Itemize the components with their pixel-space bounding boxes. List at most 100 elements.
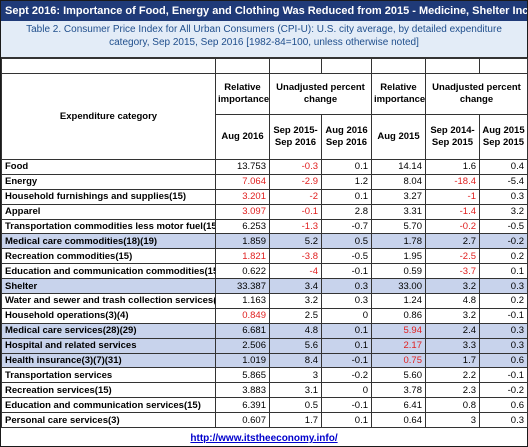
cell-change-aug15-sep15: 0.3 xyxy=(479,278,528,295)
cell-relative-importance-aug-2016: 5.865 xyxy=(215,367,270,384)
table-row: Household operations(3)(4) 0.849 2.5 0 0.86 3… xyxy=(1,307,528,324)
table-row: Recreation services(15) 3.883 3.1 0 3.78 2.3-… xyxy=(1,382,528,399)
cell-change-aug16-sep16: 0.3 xyxy=(321,293,372,309)
cell-change-sep15-sep16: -2.9 xyxy=(269,173,322,190)
cell-relative-importance-aug-2015: 0.59 xyxy=(371,263,426,280)
cell-relative-importance-aug-2015: 5.60 xyxy=(371,367,426,384)
header-blank xyxy=(1,58,216,74)
header-sep14-sep15: Sep 2014-Sep 2015 xyxy=(425,114,480,160)
row-category: Education and communication commodities(… xyxy=(1,263,216,280)
cell-relative-importance-aug-2015: 5.94 xyxy=(371,322,426,339)
cell-change-sep14-sep15: -18.4 xyxy=(425,173,480,190)
cell-change-aug15-sep15: 0.6 xyxy=(479,397,528,414)
cell-relative-importance-aug-2015: 1.95 xyxy=(371,248,426,265)
cell-change-aug16-sep16: 2.8 xyxy=(321,203,372,220)
cell-change-sep15-sep16: 2.5 xyxy=(269,307,322,324)
cell-change-aug16-sep16: 1.2 xyxy=(321,173,372,190)
table-caption: Table 2. Consumer Price Index for All Ur… xyxy=(1,21,527,58)
row-category: Household furnishings and supplies(15) xyxy=(1,188,216,205)
cell-change-sep14-sep15: -1 xyxy=(425,188,480,205)
cell-relative-importance-aug-2015: 6.41 xyxy=(371,397,426,414)
cell-change-sep15-sep16: 3.4 xyxy=(269,278,322,295)
cell-relative-importance-aug-2016: 1.163 xyxy=(215,293,270,309)
header-relative-importance-2015: Relative importance xyxy=(371,73,426,115)
table-row: Transportation commodities less motor fu… xyxy=(1,218,528,235)
cell-change-sep15-sep16: 3.2 xyxy=(269,293,322,309)
row-category: Food xyxy=(1,159,216,175)
cell-relative-importance-aug-2016: 6.253 xyxy=(215,218,270,235)
cell-relative-importance-aug-2016: 6.391 xyxy=(215,397,270,414)
cell-change-sep14-sep15: 3.2 xyxy=(425,307,480,324)
cpi-table: Expenditure category Relative importance… xyxy=(1,58,528,429)
cell-change-aug16-sep16: 0.1 xyxy=(321,159,372,175)
row-category: Medical care services(28)(29) xyxy=(1,322,216,339)
cell-change-sep15-sep16: -0.3 xyxy=(269,159,322,175)
cell-relative-importance-aug-2015: 3.78 xyxy=(371,382,426,399)
cell-relative-importance-aug-2016: 7.064 xyxy=(215,173,270,190)
cell-relative-importance-aug-2015: 1.78 xyxy=(371,233,426,250)
table-row: Health insurance(3)(7)(31) 1.019 8.4 -0.1 0.… xyxy=(1,352,528,369)
header-unadjusted-change-2015: Unadjusted percent change xyxy=(425,73,528,115)
header-aug-2016: Aug 2016 xyxy=(215,114,270,160)
cell-relative-importance-aug-2016: 0.849 xyxy=(215,307,270,324)
table-row: Household furnishings and supplies(15) 3.… xyxy=(1,188,528,205)
cell-change-aug16-sep16: 0 xyxy=(321,307,372,324)
table-row: Recreation commodities(15) 1.821 -3.8 -0.5 1… xyxy=(1,248,528,265)
table-row: Transportation services 5.865 3 -0.2 5.60 2.2… xyxy=(1,367,528,384)
cell-change-sep14-sep15: -2.5 xyxy=(425,248,480,265)
table-row: Water and sewer and trash collection ser… xyxy=(1,293,528,309)
cell-change-aug15-sep15: -0.1 xyxy=(479,367,528,384)
cell-change-sep15-sep16: -2 xyxy=(269,188,322,205)
cell-relative-importance-aug-2015: 5.70 xyxy=(371,218,426,235)
cell-relative-importance-aug-2015: 3.27 xyxy=(371,188,426,205)
cell-change-aug15-sep15: 0.3 xyxy=(479,337,528,354)
header-sep15-sep16: Sep 2015-Sep 2016 xyxy=(269,114,322,160)
row-category: Water and sewer and trash collection ser… xyxy=(1,293,216,309)
table-row: Hospital and related services 2.506 5.6 0.1… xyxy=(1,337,528,354)
cell-change-aug16-sep16: 0.1 xyxy=(321,337,372,354)
source-link[interactable]: http://www.itstheeconomy.info/ xyxy=(190,433,338,444)
cell-change-sep14-sep15: 4.8 xyxy=(425,293,480,309)
table-row: Food 13.753 -0.3 0.1 14.14 1.6 0.4 xyxy=(1,159,528,175)
cell-change-sep14-sep15: -0.2 xyxy=(425,218,480,235)
cell-change-aug15-sep15: 0.3 xyxy=(479,322,528,339)
banner-title: Sept 2016: Importance of Food, Energy an… xyxy=(1,1,527,21)
cell-change-sep14-sep15: 3.2 xyxy=(425,278,480,295)
cell-change-sep15-sep16: 5.6 xyxy=(269,337,322,354)
table-body: Food 13.753 -0.3 0.1 14.14 1.6 0.4 Energy 7.064-… xyxy=(1,159,528,429)
cell-relative-importance-aug-2015: 2.17 xyxy=(371,337,426,354)
table-row: Education and communication services(15)… xyxy=(1,397,528,414)
cell-relative-importance-aug-2016: 3.201 xyxy=(215,188,270,205)
cell-relative-importance-aug-2015: 0.86 xyxy=(371,307,426,324)
header-aug15-sep15: Aug 2015 Sep 2015 xyxy=(479,114,528,160)
header-aug16-sep16: Aug 2016 Sep 2016 xyxy=(321,114,372,160)
cell-change-sep15-sep16: 3.1 xyxy=(269,382,322,399)
cell-relative-importance-aug-2016: 3.097 xyxy=(215,203,270,220)
row-category: Transportation commodities less motor fu… xyxy=(1,218,216,235)
row-category: Shelter xyxy=(1,278,216,295)
cell-relative-importance-aug-2015: 3.31 xyxy=(371,203,426,220)
cell-relative-importance-aug-2016: 0.622 xyxy=(215,263,270,280)
cell-change-sep14-sep15: 1.7 xyxy=(425,352,480,369)
cell-change-sep15-sep16: -0.1 xyxy=(269,203,322,220)
cell-change-aug16-sep16: -0.7 xyxy=(321,218,372,235)
table-row: Medical care services(28)(29) 6.681 4.8 0.1… xyxy=(1,322,528,339)
cell-relative-importance-aug-2016: 3.883 xyxy=(215,382,270,399)
cell-relative-importance-aug-2016: 13.753 xyxy=(215,159,270,175)
row-category: Medical care commodities(18)(19) xyxy=(1,233,216,250)
table-row: Personal care services(3) 0.607 1.7 0.1 0.64… xyxy=(1,412,528,429)
cell-change-sep14-sep15: 2.7 xyxy=(425,233,480,250)
cell-relative-importance-aug-2016: 0.607 xyxy=(215,412,270,429)
cell-relative-importance-aug-2015: 8.04 xyxy=(371,173,426,190)
cell-change-aug15-sep15: 0.4 xyxy=(479,159,528,175)
header-category: Expenditure category xyxy=(1,73,216,160)
row-category: Transportation services xyxy=(1,367,216,384)
cell-change-sep15-sep16: 1.7 xyxy=(269,412,322,429)
cell-change-aug16-sep16: 0.1 xyxy=(321,188,372,205)
table-row: Medical care commodities(18)(19) 1.859 5.2… xyxy=(1,233,528,250)
row-category: Energy xyxy=(1,173,216,190)
footer: http://www.itstheeconomy.info/ xyxy=(1,432,527,446)
table-row: Apparel 3.097 -0.1 2.8 3.31 -1.4 3.2 xyxy=(1,203,528,220)
cell-relative-importance-aug-2015: 14.14 xyxy=(371,159,426,175)
cell-change-aug15-sep15: 0.6 xyxy=(479,352,528,369)
